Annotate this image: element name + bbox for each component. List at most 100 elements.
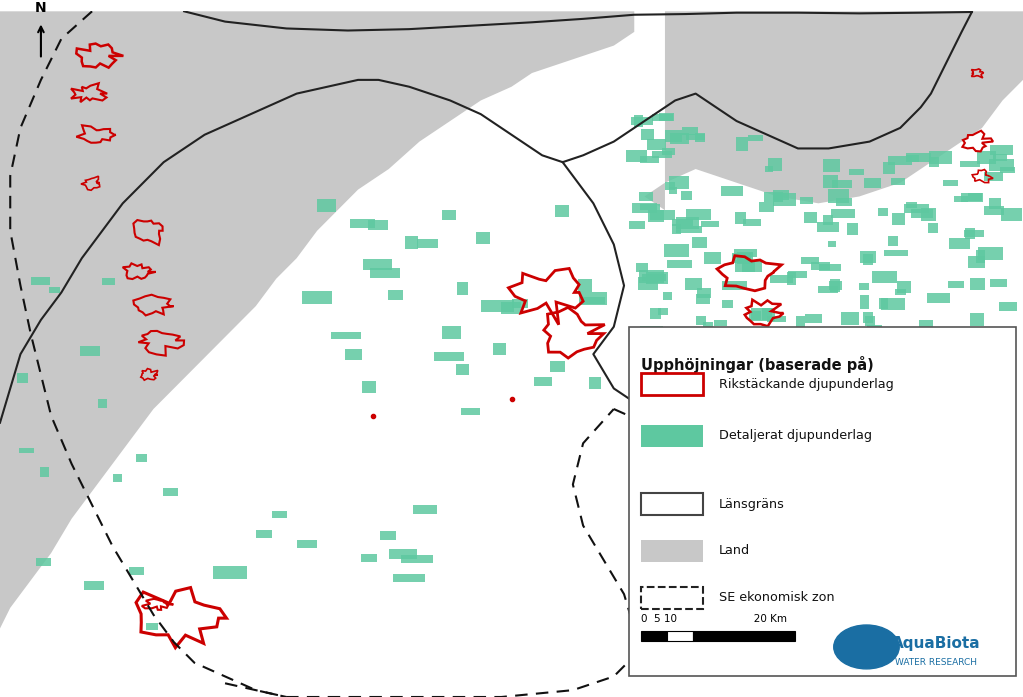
- Bar: [102, 278, 115, 285]
- Bar: [361, 381, 376, 393]
- Bar: [674, 329, 696, 339]
- Bar: [361, 553, 377, 562]
- Bar: [416, 239, 438, 248]
- Text: SE ekonomisk zon: SE ekonomisk zon: [719, 591, 835, 604]
- Bar: [804, 213, 817, 223]
- Bar: [905, 153, 931, 162]
- Bar: [686, 135, 705, 140]
- Bar: [662, 148, 675, 155]
- Bar: [773, 190, 790, 200]
- Bar: [696, 316, 707, 325]
- Bar: [892, 213, 905, 225]
- Bar: [948, 238, 970, 250]
- Bar: [380, 531, 396, 539]
- Bar: [735, 250, 757, 257]
- Bar: [904, 204, 929, 213]
- Bar: [742, 261, 762, 273]
- Bar: [370, 268, 400, 278]
- Bar: [789, 271, 807, 278]
- Bar: [393, 574, 426, 583]
- Text: Rikstäckande djupunderlag: Rikstäckande djupunderlag: [719, 378, 894, 391]
- Bar: [805, 314, 822, 323]
- Bar: [929, 151, 952, 164]
- Bar: [720, 186, 743, 196]
- FancyBboxPatch shape: [641, 540, 703, 562]
- Bar: [672, 224, 680, 233]
- Bar: [828, 240, 837, 247]
- Bar: [704, 252, 721, 263]
- Bar: [702, 328, 713, 335]
- FancyBboxPatch shape: [641, 424, 703, 447]
- Text: Land: Land: [719, 544, 750, 558]
- Bar: [961, 161, 980, 167]
- Bar: [906, 201, 917, 208]
- Bar: [589, 377, 601, 389]
- Bar: [736, 212, 746, 224]
- Bar: [764, 192, 783, 202]
- Bar: [641, 274, 666, 281]
- Bar: [948, 281, 964, 288]
- Bar: [882, 298, 905, 309]
- Bar: [693, 631, 744, 641]
- Bar: [652, 151, 672, 158]
- Bar: [906, 155, 919, 162]
- Bar: [639, 192, 653, 201]
- Bar: [686, 209, 711, 220]
- Bar: [943, 180, 959, 186]
- Bar: [442, 210, 456, 220]
- Bar: [389, 549, 417, 559]
- Bar: [37, 558, 51, 566]
- Bar: [644, 328, 659, 341]
- Bar: [954, 197, 968, 202]
- Bar: [389, 291, 403, 300]
- Bar: [879, 208, 888, 216]
- Bar: [859, 296, 869, 309]
- Bar: [714, 320, 727, 326]
- Bar: [768, 158, 783, 171]
- Bar: [800, 197, 813, 204]
- Bar: [888, 236, 898, 245]
- Bar: [770, 275, 793, 283]
- Bar: [697, 294, 710, 304]
- Bar: [363, 259, 392, 270]
- Bar: [872, 271, 896, 283]
- Bar: [442, 325, 461, 339]
- Bar: [670, 133, 688, 144]
- Bar: [555, 205, 569, 217]
- Bar: [968, 193, 982, 201]
- Bar: [317, 199, 336, 212]
- Bar: [636, 263, 648, 272]
- Polygon shape: [0, 11, 634, 629]
- Text: Detaljerat djupunderlag: Detaljerat djupunderlag: [719, 429, 873, 443]
- Bar: [638, 277, 659, 290]
- Bar: [32, 277, 50, 285]
- Bar: [721, 300, 733, 308]
- Bar: [730, 332, 750, 339]
- Bar: [98, 399, 107, 408]
- Text: N: N: [35, 1, 47, 15]
- Bar: [456, 365, 470, 375]
- Bar: [759, 202, 774, 211]
- Bar: [879, 298, 888, 309]
- Bar: [863, 312, 873, 323]
- Bar: [401, 555, 433, 563]
- Bar: [732, 328, 752, 337]
- Bar: [669, 176, 688, 189]
- Bar: [984, 171, 1004, 181]
- Bar: [663, 292, 672, 300]
- Bar: [651, 308, 661, 319]
- Bar: [847, 223, 858, 235]
- Bar: [647, 139, 666, 150]
- Bar: [832, 181, 852, 187]
- Bar: [818, 286, 838, 293]
- Bar: [641, 631, 667, 641]
- Bar: [580, 297, 605, 305]
- Bar: [659, 113, 674, 121]
- Bar: [732, 253, 751, 263]
- Bar: [665, 182, 675, 190]
- Bar: [787, 273, 796, 285]
- Bar: [481, 300, 514, 312]
- Bar: [989, 198, 1002, 209]
- Bar: [848, 169, 864, 175]
- Bar: [650, 210, 675, 220]
